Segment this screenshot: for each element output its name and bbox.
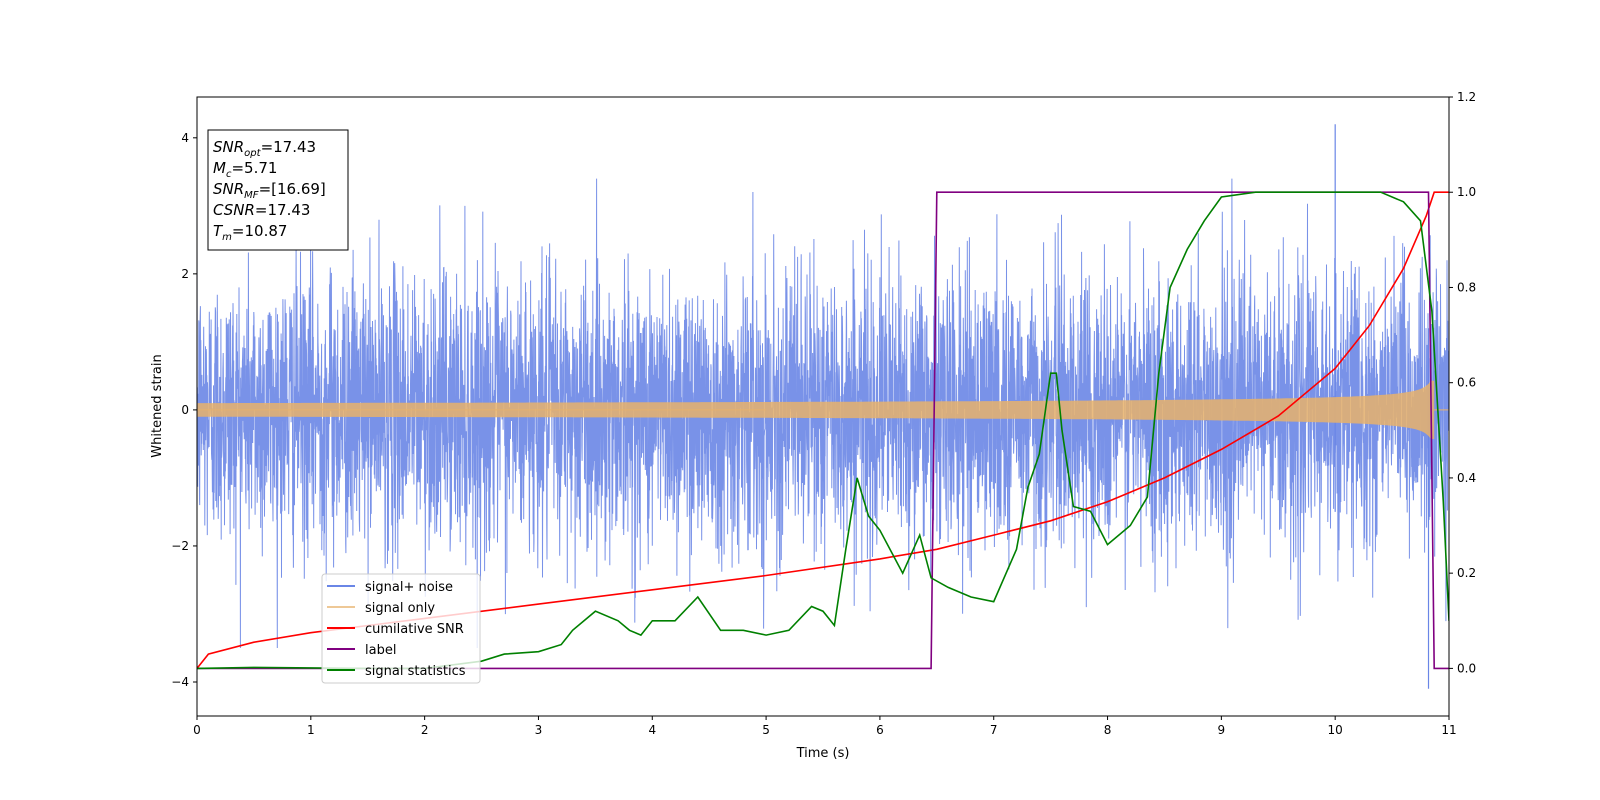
y-axis-label: Whitened strain: [150, 354, 165, 457]
axes-frame: [196, 96, 1450, 717]
y2-tick-label: 1.2: [1457, 90, 1476, 104]
x-tick-label: 9: [1218, 723, 1226, 737]
x-tick-label: 6: [876, 723, 884, 737]
axes: 0 1 2 3 4 5 6 7 8 9 10 11 −4 −2 0 2 4 0.0 0.2 0.4 0.6 0.8 1.0 1…: [171, 90, 1476, 737]
y-tick-label: 4: [181, 131, 189, 145]
y-tick-label: 2: [181, 267, 189, 281]
x-tick-label: 8: [1104, 723, 1112, 737]
x-tick-label: 2: [421, 723, 429, 737]
x-tick-label: 5: [762, 723, 770, 737]
annotation-box: SNRopt=17.43Mc=5.71SNRMF=[16.69]CSNR=17.…: [207, 129, 349, 251]
legend: signal+ noise signal only cumilative SNR la…: [321, 573, 481, 684]
legend-entry: signal statistics: [365, 664, 466, 679]
annotation-line: SNRopt=17.43: [213, 138, 316, 159]
legend-frame: [321, 573, 481, 684]
series-label: [197, 191, 1449, 670]
legend-entry: label: [365, 643, 396, 658]
series-signal-only-envelope: [197, 380, 1435, 439]
series-signal-statistics: [197, 191, 1449, 670]
x-tick-label: 11: [1441, 723, 1456, 737]
x-tick-label: 3: [535, 723, 543, 737]
annotation-frame: [207, 129, 349, 251]
x-tick-label: 7: [990, 723, 998, 737]
legend-entry: signal only: [365, 601, 435, 616]
y-tick-label: 0: [181, 403, 189, 417]
y2-tick-label: 0.8: [1457, 280, 1476, 294]
y2-tick-label: 1.0: [1457, 185, 1476, 199]
series-signal-noise: [197, 178, 1449, 649]
x-tick-label: 0: [193, 723, 201, 737]
annotation-line: SNRMF=[16.69]: [213, 180, 326, 201]
x-axis-label: Time (s): [796, 746, 850, 761]
x-tick-label: 1: [307, 723, 315, 737]
y2-tick-label: 0.6: [1457, 376, 1476, 390]
annotation-line: Tm=10.87: [213, 222, 287, 243]
y2-tick-label: 0.0: [1457, 661, 1476, 675]
y-tick-label: −4: [171, 675, 189, 689]
y-tick-label: −2: [171, 539, 189, 553]
x-tick-label: 4: [648, 723, 656, 737]
annotation-line: Mc=5.71: [213, 159, 277, 180]
x-tick-label: 10: [1328, 723, 1343, 737]
legend-entry: cumilative SNR: [365, 622, 464, 637]
y2-tick-label: 0.4: [1457, 471, 1476, 485]
annotation-line: CSNR=17.43: [213, 201, 310, 219]
legend-entry: signal+ noise: [365, 580, 453, 595]
y2-tick-label: 0.2: [1457, 566, 1476, 580]
